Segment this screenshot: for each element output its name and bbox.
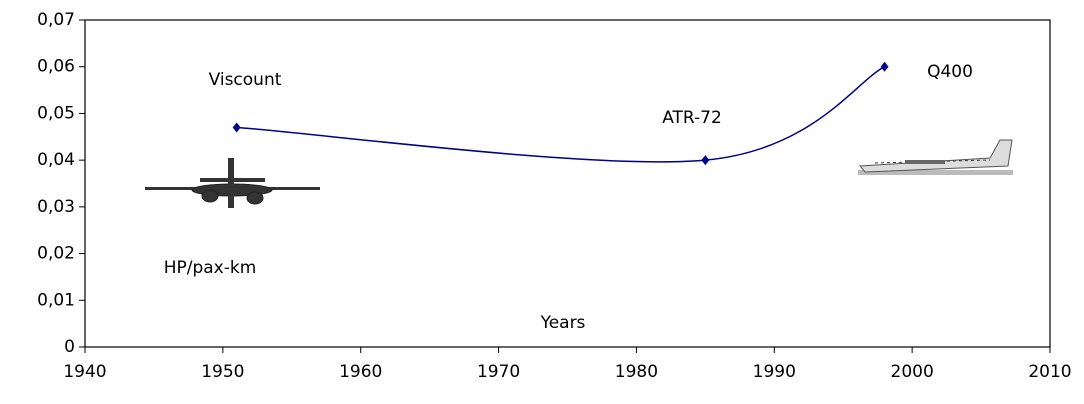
annotation: HP/pax-km — [164, 258, 257, 278]
y-tick-label: 0,06 — [37, 57, 75, 77]
x-tick-label: 1950 — [201, 362, 244, 382]
annotation: ATR-72 — [662, 108, 722, 128]
y-tick-label: 0,02 — [37, 244, 75, 264]
x-tick-label: 1980 — [615, 362, 658, 382]
y-tick-label: 0 — [64, 337, 75, 357]
x-tick-label: 1990 — [753, 362, 796, 382]
x-tick-label: 1940 — [63, 362, 106, 382]
plot-frame — [84, 19, 1051, 348]
series-line — [236, 66, 885, 163]
x-tick-label: 2010 — [1028, 362, 1071, 382]
y-tick-label: 0,05 — [37, 103, 75, 123]
y-tick-label: 0,04 — [37, 150, 75, 170]
point-marker — [701, 155, 710, 166]
point-marker — [880, 61, 889, 72]
annotation: Viscount — [209, 70, 282, 90]
x-tick-label: 1960 — [339, 362, 382, 382]
y-tick-label: 0,01 — [37, 290, 75, 310]
viscount-plane — [145, 158, 320, 208]
annotation: Years — [540, 313, 586, 333]
x-tick-label: 2000 — [891, 362, 934, 382]
annotation: Q400 — [927, 62, 973, 82]
y-tick-label: 0,07 — [37, 10, 75, 30]
x-tick-label: 1970 — [477, 362, 520, 382]
y-tick-label: 0,03 — [37, 197, 75, 217]
point-marker — [232, 122, 241, 133]
q400-plane — [858, 139, 1013, 175]
